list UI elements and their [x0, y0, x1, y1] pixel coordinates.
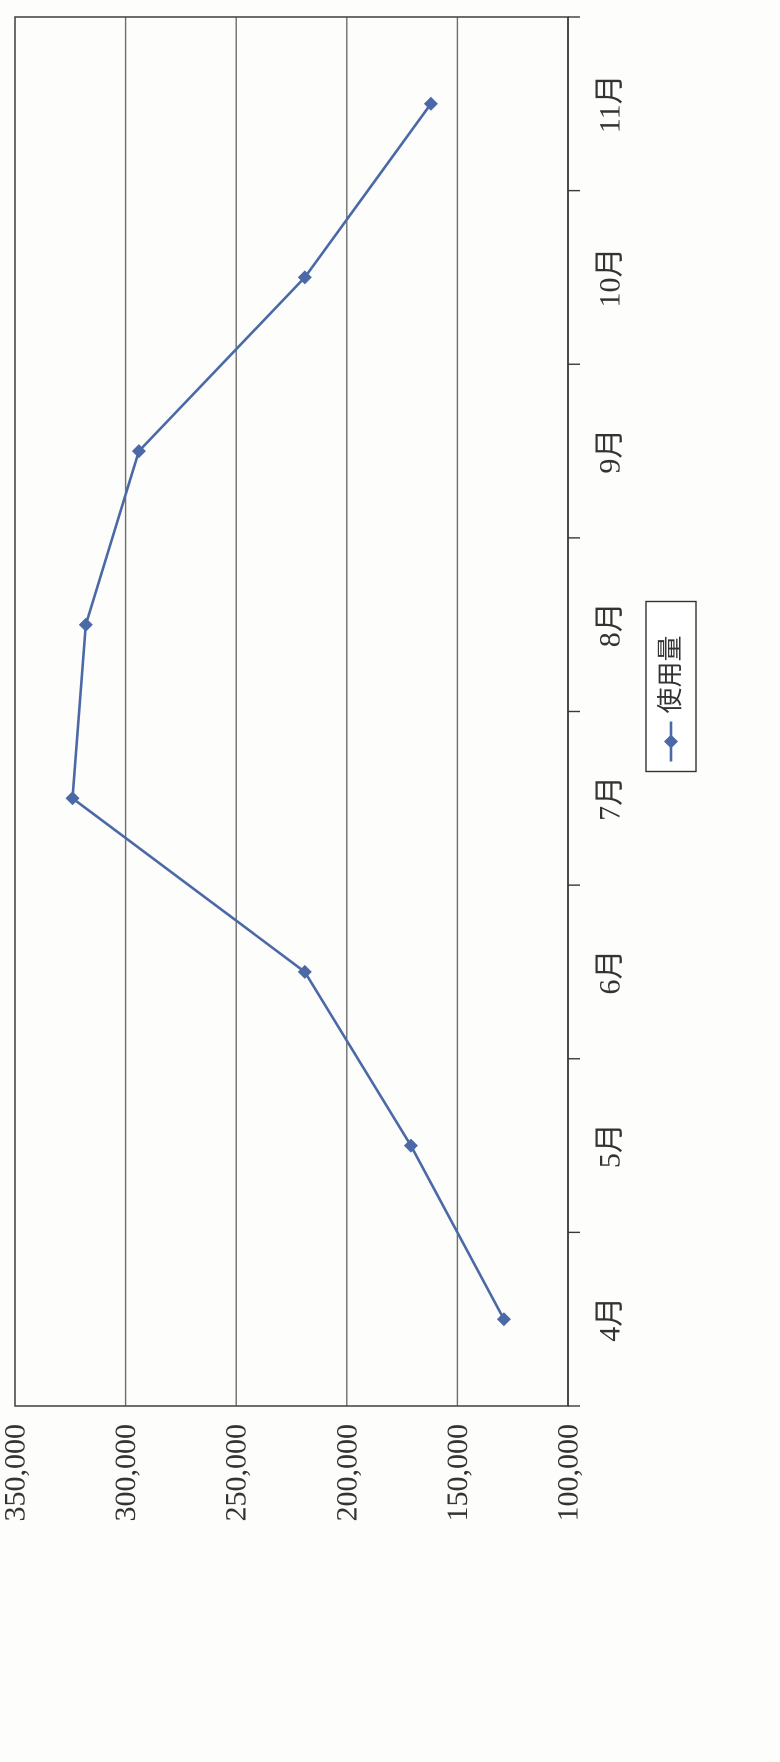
- y-tick-label: 350,000: [0, 1424, 32, 1522]
- y-tick-label: 300,000: [109, 1424, 142, 1522]
- x-tick-label: 6月: [594, 949, 627, 994]
- y-tick-label: 200,000: [330, 1424, 363, 1522]
- series-line: [71, 103, 506, 1320]
- x-tick-label: 10月: [594, 247, 627, 307]
- legend-label: 使用量: [656, 635, 686, 713]
- y-tick-label: 250,000: [220, 1424, 253, 1522]
- data-point: [65, 791, 80, 806]
- x-tick-label: 8月: [594, 602, 627, 647]
- data-point: [297, 964, 312, 979]
- plot-area: [14, 16, 569, 1407]
- x-tick-label: 5月: [594, 1123, 627, 1168]
- legend: 使用量: [645, 600, 697, 773]
- x-tick-label: 4月: [594, 1297, 627, 1342]
- y-axis: 100,000 150,000 200,000 250,000 300,000 350,0…: [0, 1424, 585, 1522]
- x-axis: 4月 5月 6月 7月 8月 9月 10月 11月: [567, 16, 627, 1407]
- gridlines: [124, 17, 459, 1406]
- data-point: [78, 617, 93, 632]
- y-tick-label: 150,000: [441, 1424, 474, 1522]
- legend-marker: [664, 734, 678, 749]
- data-point: [131, 444, 146, 459]
- data-point: [297, 270, 312, 285]
- legend-box: [645, 600, 697, 773]
- x-tick-label: 11月: [594, 74, 627, 133]
- series-group: [65, 96, 511, 1327]
- x-tick-label: 9月: [594, 429, 627, 474]
- data-point: [403, 1138, 418, 1153]
- data-point: [496, 1312, 511, 1327]
- y-tick-label: 100,000: [552, 1424, 585, 1522]
- x-tick-label: 7月: [594, 776, 627, 821]
- data-point: [423, 96, 438, 111]
